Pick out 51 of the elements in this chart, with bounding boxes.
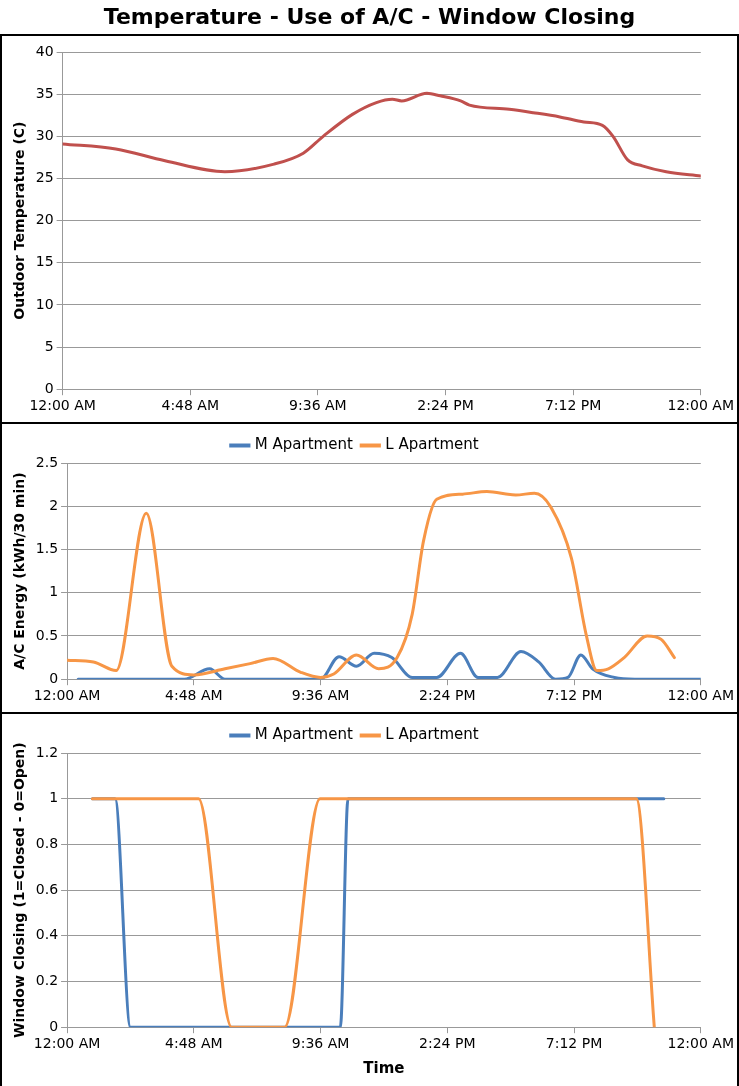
y-tick-label: 30 bbox=[35, 126, 54, 143]
x-tick-label: 12:00 AM bbox=[33, 687, 101, 704]
y-tick-label: 10 bbox=[35, 295, 54, 312]
x-tick-label: 12:00 AM bbox=[667, 397, 734, 414]
x-tick-label: 7:12 PM bbox=[544, 397, 602, 414]
chart-title: Temperature - Use of A/C - Window Closing bbox=[102, 3, 637, 31]
y-tick-label: 0.6 bbox=[35, 880, 59, 897]
y-tick-label: 0 bbox=[49, 1017, 59, 1034]
x-tick-label: 2:24 PM bbox=[419, 687, 476, 704]
y-tick-label: 1.5 bbox=[35, 540, 59, 557]
legend-label: L Apartment bbox=[385, 725, 479, 744]
y-tick-label: 1 bbox=[49, 789, 59, 806]
x-tick-label: 2:24 PM bbox=[417, 397, 474, 414]
x-tick-label: 9:36 AM bbox=[291, 1035, 350, 1052]
y-axis-title: Window Closing (1=Closed - 0=Open) bbox=[11, 742, 28, 1038]
x-tick-label: 4:48 AM bbox=[165, 1035, 223, 1052]
y-tick-label: 1 bbox=[49, 583, 59, 600]
y-tick-label: 35 bbox=[35, 84, 54, 101]
x-tick-label: 9:36 AM bbox=[289, 397, 347, 414]
x-tick-label: 7:12 PM bbox=[545, 687, 603, 704]
x-tick-label: 12:00 AM bbox=[667, 687, 734, 704]
y-tick-label: 2 bbox=[49, 496, 59, 513]
x-tick-label: 12:00 AM bbox=[33, 1035, 101, 1052]
legend-label: M Apartment bbox=[254, 435, 353, 454]
y-tick-label: 5 bbox=[44, 337, 54, 354]
x-tick-label: 2:24 PM bbox=[419, 1035, 476, 1052]
legend-label: L Apartment bbox=[385, 435, 479, 454]
y-axis-title: Outdoor Temperature (C) bbox=[11, 121, 28, 320]
x-tick-label: 12:00 AM bbox=[667, 1035, 734, 1052]
y-tick-label: 0.5 bbox=[35, 626, 59, 643]
y-tick-label: 2.5 bbox=[35, 453, 59, 470]
y-tick-label: 0 bbox=[49, 669, 59, 686]
y-tick-label: 0 bbox=[44, 379, 54, 396]
y-axis-title: A/C Energy (kWh/30 min) bbox=[11, 472, 28, 670]
line-series bbox=[67, 490, 676, 679]
x-tick-label: 9:36 AM bbox=[291, 687, 350, 704]
y-tick-label: 20 bbox=[35, 211, 54, 228]
legend-label: M Apartment bbox=[254, 725, 353, 744]
x-tick-label: 12:00 AM bbox=[29, 397, 96, 414]
x-axis-title: Time bbox=[363, 1058, 405, 1077]
x-tick-label: 4:48 AM bbox=[161, 397, 220, 414]
y-tick-label: 0.2 bbox=[35, 972, 59, 989]
x-tick-label: 7:12 PM bbox=[545, 1035, 603, 1052]
x-tick-label: 4:48 AM bbox=[165, 687, 223, 704]
y-tick-label: 25 bbox=[35, 169, 54, 186]
y-tick-label: 1.2 bbox=[35, 743, 59, 760]
y-tick-label: 40 bbox=[35, 42, 54, 59]
y-tick-label: 0.4 bbox=[35, 926, 59, 943]
line-series bbox=[76, 650, 701, 680]
y-tick-label: 0.8 bbox=[35, 835, 59, 852]
y-tick-label: 15 bbox=[35, 253, 54, 270]
